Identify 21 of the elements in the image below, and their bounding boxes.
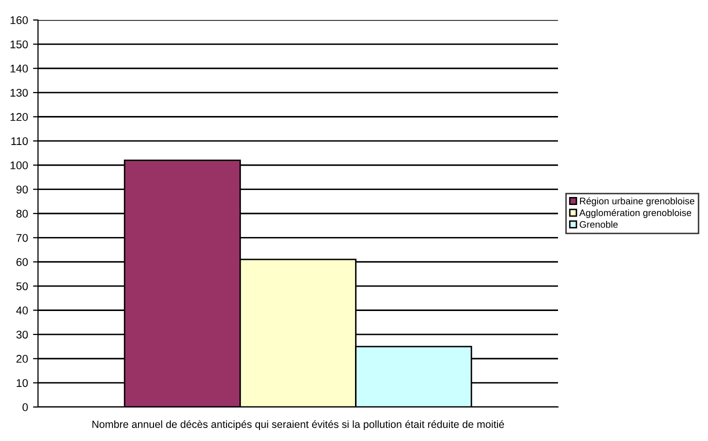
- y-tick-label: 10: [16, 379, 28, 387]
- x-axis-title: Nombre annuel de décès anticipés qui seraient évités si la pollution était réduite de moitié: [92, 420, 504, 430]
- y-tick-label: 130: [10, 88, 28, 97]
- y-tick-label: 160: [10, 16, 28, 24]
- y-tick-label: 70: [16, 234, 28, 242]
- y-tick-label: 20: [16, 354, 28, 363]
- legend-label: Agglomération grenobloise: [579, 209, 692, 218]
- y-tick-label: 0: [22, 403, 28, 412]
- y-tick-label: 100: [10, 161, 28, 170]
- y-tick-label: 60: [16, 258, 28, 266]
- y-tick-label: 90: [16, 186, 28, 194]
- y-tick-label: 110: [11, 137, 28, 146]
- y-tick-label: 30: [16, 330, 28, 339]
- y-tick-label: 40: [16, 306, 28, 314]
- y-tick-label: 140: [10, 64, 28, 73]
- y-tick-label: 50: [16, 282, 28, 290]
- y-tick-label: 150: [10, 40, 28, 48]
- y-tick-label: 120: [10, 113, 28, 121]
- legend-label: Grenoble: [580, 220, 618, 228]
- y-tick-label: 80: [16, 210, 28, 218]
- legend-label: Région urbaine grenobloise: [580, 197, 694, 206]
